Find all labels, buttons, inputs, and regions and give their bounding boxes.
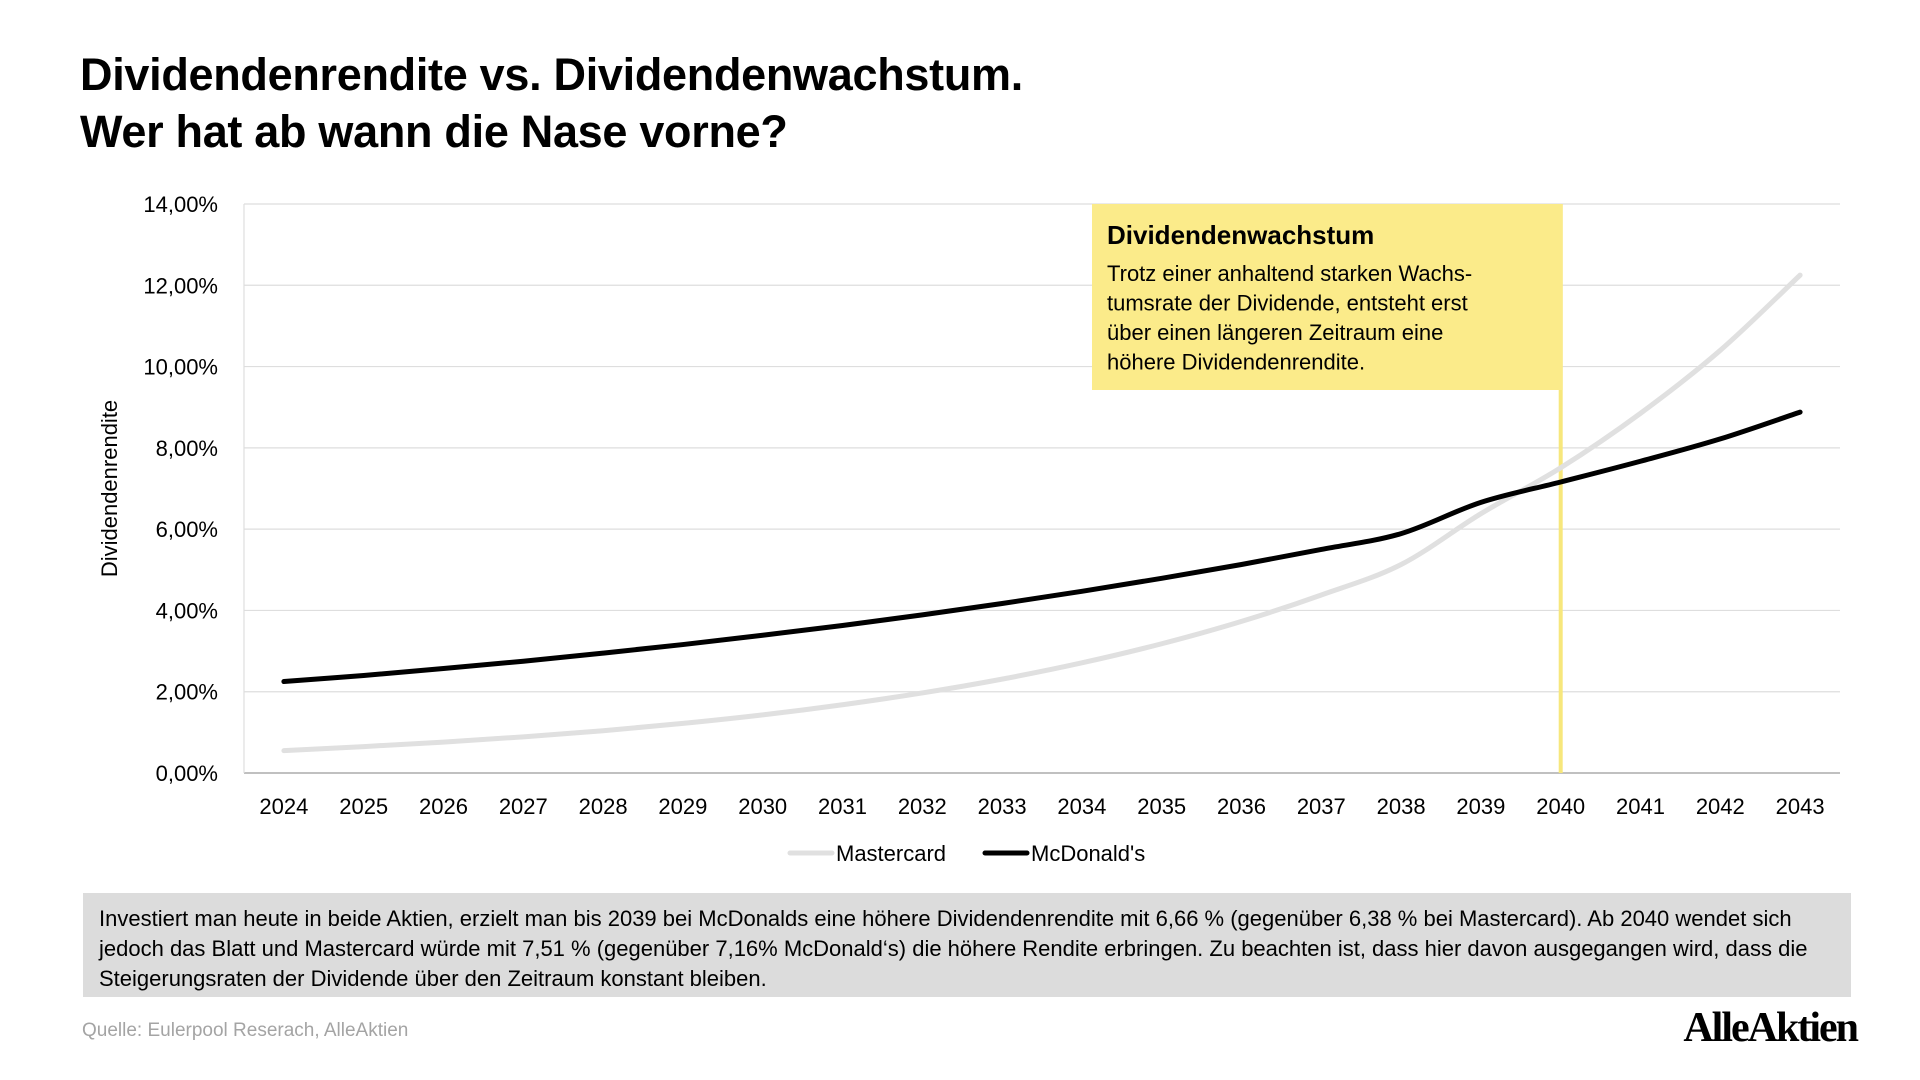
y-tick-label: 12,00%: [143, 273, 218, 298]
chart-title: Dividendenrendite vs. Dividendenwachstum…: [80, 46, 1580, 160]
x-tick-label: 2024: [259, 794, 308, 819]
x-tick-label: 2036: [1217, 794, 1266, 819]
summary-text: Investiert man heute in beide Aktien, er…: [83, 893, 1851, 997]
x-tick-label: 2025: [339, 794, 388, 819]
x-tick-label: 2030: [738, 794, 787, 819]
x-tick-label: 2039: [1456, 794, 1505, 819]
x-tick-label: 2026: [419, 794, 468, 819]
y-tick-label: 8,00%: [156, 436, 218, 461]
title-line-1: Dividendenrendite vs. Dividendenwachstum…: [80, 49, 1023, 100]
x-tick-label: 2034: [1057, 794, 1106, 819]
y-tick-label: 2,00%: [156, 680, 218, 705]
annotation-text-line: Trotz einer anhaltend starken Wachs-: [1107, 261, 1472, 286]
x-tick-label: 2027: [499, 794, 548, 819]
y-tick-label: 0,00%: [156, 761, 218, 786]
series-line-mastercard: [281, 272, 1803, 754]
x-tick-label: 2042: [1696, 794, 1745, 819]
x-tick-label: 2043: [1776, 794, 1825, 819]
x-axis-ticks: 2024 2025 2026 2027 2028 2029 2030 2031 2032 2033…: [259, 794, 1824, 819]
x-tick-label: 2035: [1137, 794, 1186, 819]
series-line-mcdonalds: [281, 409, 1803, 685]
x-tick-label: 2031: [818, 794, 867, 819]
legend: Mastercard McDonald's: [787, 841, 1145, 866]
line-chart: 0,00% 2,00% 4,00% 6,00% 8,00% 10,00% 12,00% 14,…: [97, 192, 1840, 866]
y-tick-label: 4,00%: [156, 598, 218, 623]
x-tick-label: 2028: [579, 794, 628, 819]
grid-lines: [243, 203, 1840, 774]
x-tick-label: 2033: [978, 794, 1027, 819]
y-axis-ticks: 0,00% 2,00% 4,00% 6,00% 8,00% 10,00% 12,00% 14,…: [143, 192, 218, 786]
annotation: Dividendenwachstum Trotz einer anhaltend …: [1092, 204, 1563, 773]
annotation-box: [1092, 204, 1563, 390]
legend-label: Mastercard: [836, 841, 946, 866]
source-note: Quelle: Eulerpool Reserach, AlleAktien: [82, 1020, 409, 1041]
x-tick-label: 2041: [1616, 794, 1665, 819]
x-tick-label: 2029: [658, 794, 707, 819]
y-tick-label: 14,00%: [143, 192, 218, 217]
y-tick-label: 10,00%: [143, 355, 218, 380]
y-axis-label: Dividendenrendite: [97, 400, 122, 577]
brand-logo: AlleAktien: [1683, 1005, 1859, 1051]
title-line-2: Wer hat ab wann die Nase vorne?: [80, 106, 788, 157]
x-tick-label: 2040: [1536, 794, 1585, 819]
annotation-text-line: über einen längeren Zeitraum eine: [1107, 320, 1443, 345]
annotation-title: Dividendenwachstum: [1107, 220, 1374, 250]
x-tick-label: 2032: [898, 794, 947, 819]
series-lines: [281, 272, 1803, 754]
legend-label: McDonald's: [1031, 841, 1145, 866]
annotation-text-line: tumsrate der Dividende, entsteht erst: [1107, 291, 1468, 316]
annotation-text-line: höhere Dividendenrendite.: [1107, 350, 1365, 375]
x-tick-label: 2038: [1377, 794, 1426, 819]
y-tick-label: 6,00%: [156, 517, 218, 542]
x-tick-label: 2037: [1297, 794, 1346, 819]
